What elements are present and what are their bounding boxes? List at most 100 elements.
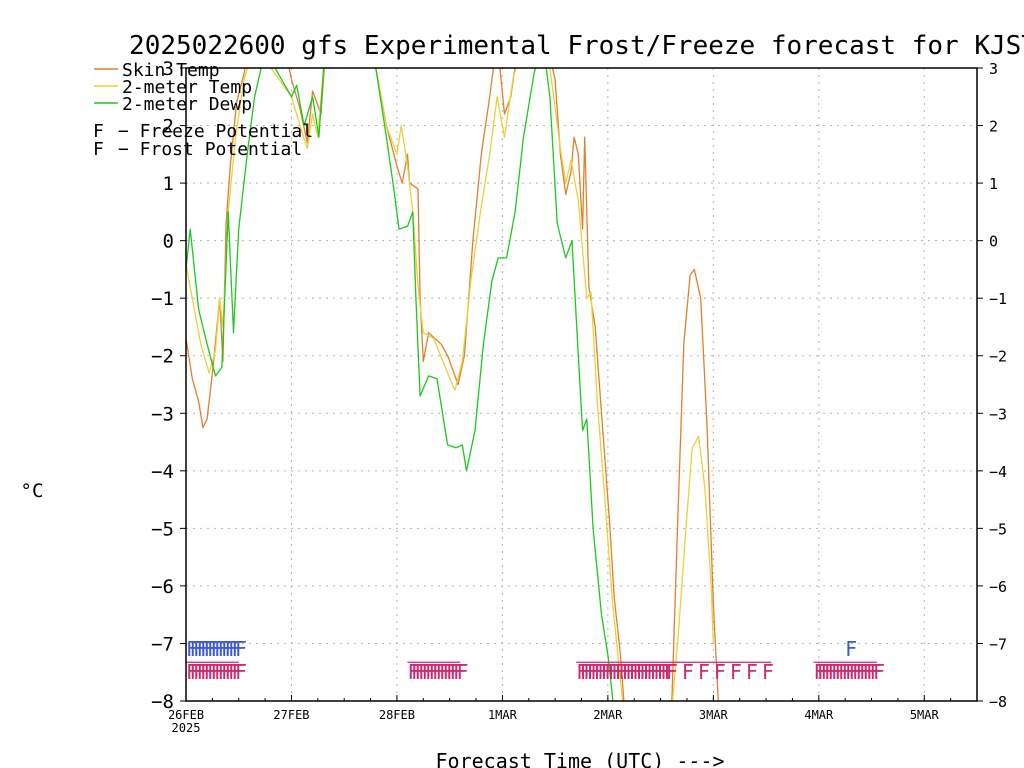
series-line-skin-temp bbox=[186, 68, 719, 701]
flag-mark: F bbox=[232, 637, 244, 661]
flag-mark: F bbox=[698, 660, 710, 684]
flag-mark: F bbox=[814, 660, 826, 684]
flag-mark: F bbox=[629, 660, 641, 684]
y-tick-label: 1 bbox=[163, 173, 174, 195]
flag-mark: F bbox=[817, 660, 829, 684]
flag-mark: F bbox=[418, 660, 430, 684]
y-tick-label: −5 bbox=[151, 518, 174, 540]
flag-mark: F bbox=[657, 660, 669, 684]
x-tick-label: 27FEB bbox=[273, 708, 309, 722]
flag-mark: F bbox=[193, 660, 205, 684]
flag-mark: F bbox=[859, 660, 871, 684]
flag-mark: F bbox=[762, 660, 774, 684]
flag-mark: F bbox=[204, 660, 216, 684]
flag-mark: F bbox=[190, 660, 202, 684]
flag-mark: F bbox=[207, 637, 219, 661]
flag-mark: F bbox=[625, 660, 637, 684]
flag-mark: F bbox=[211, 660, 223, 684]
flag-mark: F bbox=[835, 660, 847, 684]
x-tick-label: 26FEB bbox=[168, 708, 204, 722]
y-tick-label-right: −4 bbox=[989, 463, 1007, 481]
flag-mark: F bbox=[432, 660, 444, 684]
grid bbox=[186, 68, 977, 701]
series-layer bbox=[186, 68, 719, 701]
flag-mark: F bbox=[622, 660, 634, 684]
flag-mark: F bbox=[200, 660, 212, 684]
legend-label: 2-meter Temp bbox=[122, 77, 252, 98]
x-tick-label: 28FEB bbox=[379, 708, 415, 722]
x-tick-label: 2MAR bbox=[593, 708, 623, 722]
flag-mark: F bbox=[211, 637, 223, 661]
y-tick-label: −4 bbox=[151, 461, 174, 483]
flag-mark: F bbox=[604, 660, 616, 684]
flag-mark: F bbox=[221, 637, 233, 661]
flag-mark: F bbox=[193, 637, 205, 661]
flag-mark: F bbox=[228, 637, 240, 661]
y-tick-label: 2 bbox=[163, 116, 174, 138]
flag-mark: F bbox=[207, 660, 219, 684]
x-tick-label: 5MAR bbox=[910, 708, 940, 722]
flag-mark: F bbox=[873, 660, 885, 684]
flag-mark: F bbox=[449, 660, 461, 684]
flag-mark: F bbox=[583, 660, 595, 684]
flag-mark: F bbox=[411, 660, 423, 684]
flag-mark: F bbox=[842, 660, 854, 684]
flag-mark: F bbox=[615, 660, 627, 684]
flag-mark: F bbox=[838, 660, 850, 684]
legend-label: Skin Temp bbox=[122, 60, 220, 81]
flag-mark: F bbox=[225, 660, 237, 684]
flag-mark: F bbox=[666, 660, 678, 684]
y-tick-label-right: −6 bbox=[989, 578, 1007, 596]
flag-mark: F bbox=[214, 660, 226, 684]
flag-mark: F bbox=[849, 660, 861, 684]
flag-mark: F bbox=[235, 660, 247, 684]
flag-mark: F bbox=[611, 660, 623, 684]
flag-mark: F bbox=[730, 660, 742, 684]
flag-mark: F bbox=[576, 660, 588, 684]
flag-mark: F bbox=[425, 660, 437, 684]
flag-mark: F bbox=[714, 660, 726, 684]
flag-mark: F bbox=[618, 660, 630, 684]
flag-mark: F bbox=[828, 660, 840, 684]
flag-mark: F bbox=[597, 660, 609, 684]
flag-mark: F bbox=[435, 660, 447, 684]
flag-mark: F bbox=[870, 660, 882, 684]
y-tick-label: 0 bbox=[163, 231, 174, 253]
flag-mark: F bbox=[653, 660, 665, 684]
y-tick-label: −1 bbox=[151, 288, 174, 310]
flag-mark: F bbox=[831, 660, 843, 684]
y-tick-label-right: −7 bbox=[989, 635, 1007, 653]
flag-mark: F bbox=[197, 660, 209, 684]
y-tick-label: −3 bbox=[151, 403, 174, 425]
flag-mark: F bbox=[664, 660, 676, 684]
y-tick-label: −6 bbox=[151, 576, 174, 598]
flag-mark: F bbox=[608, 660, 620, 684]
flag-mark: F bbox=[594, 660, 606, 684]
x-tick-sublabel: 2025 bbox=[172, 721, 201, 735]
flag-mark: F bbox=[407, 660, 419, 684]
series-line-2-meter-dewp bbox=[186, 68, 614, 701]
flag-mark: F bbox=[845, 637, 857, 661]
flag-mark: F bbox=[660, 660, 672, 684]
flag-mark: F bbox=[197, 637, 209, 661]
flag-mark: F bbox=[639, 660, 651, 684]
flag-mark: F bbox=[221, 660, 233, 684]
flag-mark: F bbox=[852, 660, 864, 684]
legend-freeze-symbol: F bbox=[93, 121, 104, 142]
series-line-2-meter-temp bbox=[186, 68, 714, 701]
flag-mark: F bbox=[453, 660, 465, 684]
y-tick-label: −8 bbox=[151, 691, 174, 713]
flag-mark: F bbox=[228, 660, 240, 684]
flag-mark: F bbox=[235, 637, 247, 661]
axis-ticks: −8 −8 −7 −7 −6 −6 −5 −5 −4 −4 −3 −3 −2 −2 −1 −1 0 0 1 1 2 2 3 3… bbox=[151, 58, 1007, 735]
flag-mark: F bbox=[218, 660, 230, 684]
flag-mark: F bbox=[632, 660, 644, 684]
y-tick-label-right: 2 bbox=[989, 118, 998, 136]
flag-mark: F bbox=[601, 660, 613, 684]
y-tick-label-right: 3 bbox=[989, 60, 998, 78]
flag-mark: F bbox=[218, 637, 230, 661]
plot-frame bbox=[185, 67, 978, 702]
flag-mark: F bbox=[414, 660, 426, 684]
y-tick-label: −2 bbox=[151, 346, 174, 368]
